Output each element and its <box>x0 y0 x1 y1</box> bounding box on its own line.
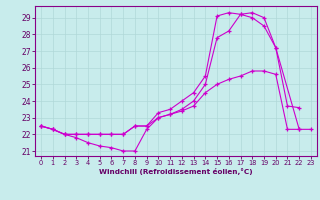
X-axis label: Windchill (Refroidissement éolien,°C): Windchill (Refroidissement éolien,°C) <box>99 168 253 175</box>
